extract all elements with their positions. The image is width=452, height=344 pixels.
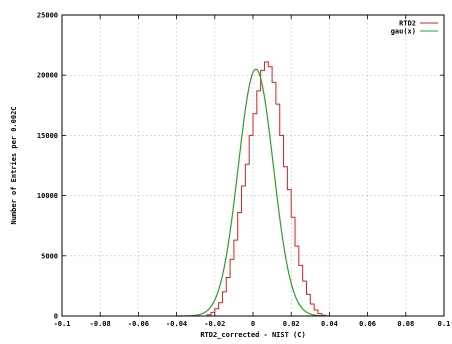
series-layer (176, 61, 330, 317)
y-tick-label: 0 (54, 313, 58, 321)
plot-frame (61, 14, 445, 317)
x-axis-title: RTD2_corrected - NIST (C) (200, 331, 305, 339)
gaussian-fit-curve (176, 68, 330, 317)
x-tick-label: 0.08 (397, 320, 414, 328)
y-tick-label: 25000 (37, 12, 58, 20)
x-tick-label: 0.1 (438, 320, 451, 328)
x-axis-ticks: -0.1 -0.08 -0.06 -0.04 -0.02 0 0.02 0.04 0.06 0.0… (54, 15, 451, 328)
y-tick-label: 15000 (37, 132, 58, 140)
histogram-rtd2 (203, 61, 330, 317)
x-tick-label: 0.04 (321, 320, 338, 328)
legend-label-gaussian: gau(x) (391, 28, 416, 36)
x-tick-label: -0.08 (90, 320, 111, 328)
legend-label-rtd2: RTD2 (399, 20, 416, 28)
y-tick-label: 20000 (37, 72, 58, 80)
y-tick-label: 10000 (37, 192, 58, 200)
x-tick-label: 0.06 (359, 320, 376, 328)
x-tick-label: -0.06 (128, 320, 149, 328)
x-tick-label: 0 (251, 320, 255, 328)
x-tick-label: -0.04 (166, 320, 187, 328)
legend: RTD2 gau(x) (391, 20, 438, 36)
x-tick-label: -0.02 (204, 320, 225, 328)
y-tick-label: 5000 (41, 252, 58, 260)
y-axis-title: Number of Entries per 0.002C (10, 106, 18, 224)
x-tick-label: 0.02 (283, 320, 300, 328)
x-tick-label: -0.1 (54, 320, 71, 328)
